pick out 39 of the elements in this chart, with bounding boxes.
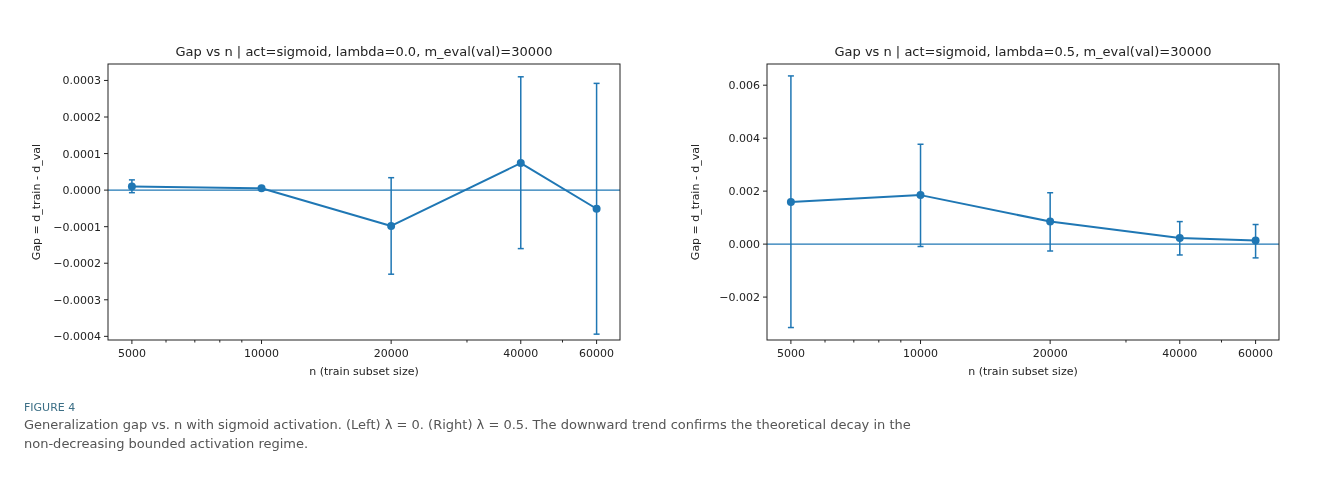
y-tick-label: −0.0004: [53, 330, 101, 344]
y-tick-label: −0.0002: [53, 257, 101, 271]
point: [387, 221, 396, 230]
y-tick-label: −0.002: [719, 291, 760, 305]
y-tick-label: 0.002: [728, 185, 760, 199]
y-tick-label: 0.0000: [62, 184, 101, 198]
y-axis-title: Gap = d_train - d_val: [689, 143, 702, 261]
x-tick-label: 10000: [244, 347, 280, 360]
point: [916, 191, 925, 200]
x-tick-label: 60000: [1238, 347, 1274, 360]
y-tick-label: 0.0003: [62, 74, 101, 88]
x-tick-label: 40000: [1162, 347, 1198, 360]
chart-title: Gap vs n | act=sigmoid, lambda=0.5, m_eval(val)=30000: [834, 44, 1212, 59]
x-tick-label: 60000: [579, 347, 615, 360]
point: [257, 184, 266, 193]
point: [786, 198, 795, 206]
y-tick-label: −0.0001: [53, 220, 101, 234]
text: Generalization gap vs. n with sigmoid activation. (Left) λ = 0. (Right) λ = 0.5. The downward trend confirms the theoretical decay in the non-decreasing bounded activation regime.: [24, 417, 911, 451]
x-tick-label: 40000: [503, 347, 539, 360]
x-axis-title: n (train subset size): [968, 365, 1078, 378]
y-axis-title: Gap = d_train - d_val: [30, 143, 43, 261]
chart-title: Gap vs n | act=sigmoid, lambda=0.0, m_eval(val)=30000: [175, 44, 553, 59]
point: [1175, 234, 1184, 243]
y-tick-label: 0.0001: [62, 147, 101, 161]
caption: FIGURE 4: [24, 401, 76, 414]
x-tick-label: 20000: [373, 347, 409, 360]
x-tick-label: 5000: [776, 347, 805, 360]
y-tick-label: 0.004: [728, 132, 760, 146]
x-tick-label: 5000: [117, 347, 146, 360]
point: [1046, 217, 1055, 226]
y-tick-label: 0.000: [728, 238, 760, 252]
x-tick-label: 10000: [903, 347, 939, 360]
y-tick-label: −0.0003: [53, 293, 101, 307]
point: [516, 159, 525, 168]
y-tick-label: 0.0002: [62, 111, 101, 125]
x-tick-label: 20000: [1032, 347, 1068, 360]
y-tick-label: 0.006: [728, 79, 760, 93]
point: [127, 182, 136, 191]
x-axis-title: n (train subset size): [309, 365, 419, 378]
